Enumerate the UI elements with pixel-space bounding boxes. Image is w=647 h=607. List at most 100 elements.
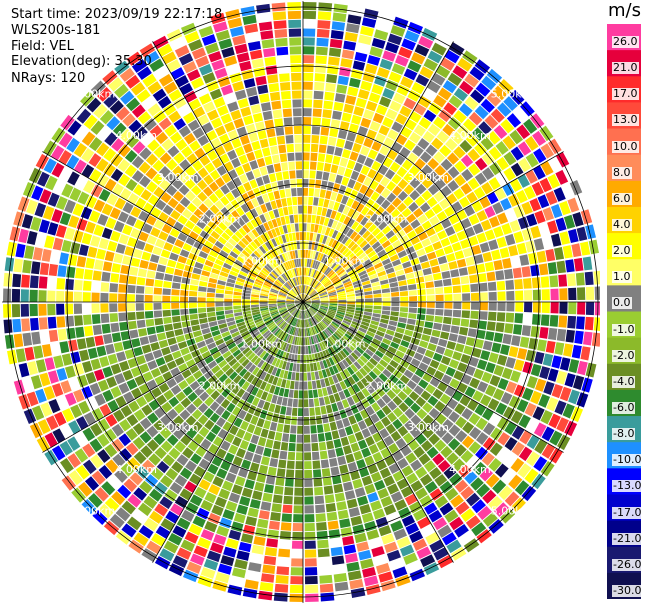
velocity-gate xyxy=(231,188,241,199)
velocity-gate xyxy=(61,475,77,491)
velocity-gate xyxy=(306,286,310,294)
velocity-gate xyxy=(391,291,400,297)
velocity-gate xyxy=(198,250,209,259)
velocity-gate xyxy=(293,505,303,514)
velocity-gate xyxy=(201,34,217,46)
velocity-gate xyxy=(372,354,382,363)
velocity-gate xyxy=(126,378,138,390)
velocity-gate xyxy=(263,447,272,457)
velocity-gate xyxy=(259,93,270,103)
velocity-gate xyxy=(286,304,295,308)
velocity-gate xyxy=(110,168,124,182)
velocity-gate xyxy=(260,291,269,295)
velocity-gate xyxy=(379,359,389,368)
velocity-gate xyxy=(182,353,193,362)
velocity-gate xyxy=(103,93,118,109)
velocity-gate xyxy=(372,289,382,295)
velocity-gate xyxy=(392,336,402,345)
velocity-gate xyxy=(446,152,460,165)
velocity-gate xyxy=(245,200,255,211)
velocity-gate xyxy=(310,294,319,299)
velocity-gate xyxy=(453,293,462,301)
velocity-gate xyxy=(225,354,235,363)
velocity-gate xyxy=(492,388,505,401)
velocity-gate xyxy=(198,63,213,76)
velocity-gate xyxy=(303,117,312,126)
velocity-gate xyxy=(239,327,248,334)
velocity-gate xyxy=(260,339,268,348)
velocity-gate xyxy=(367,492,379,503)
velocity-gate xyxy=(372,432,383,443)
velocity-gate xyxy=(345,453,355,464)
velocity-gate xyxy=(474,105,489,120)
velocity-gate xyxy=(324,349,331,358)
velocity-gate xyxy=(164,124,177,137)
velocity-gate xyxy=(471,522,487,537)
velocity-gate xyxy=(326,312,335,318)
velocity-gate xyxy=(222,350,232,359)
velocity-gate xyxy=(249,49,263,60)
velocity-gate xyxy=(304,469,313,479)
velocity-gate xyxy=(391,384,401,395)
velocity-gate xyxy=(495,402,508,416)
velocity-gate xyxy=(329,249,336,258)
velocity-gate xyxy=(289,290,297,297)
velocity-gate xyxy=(385,41,400,54)
velocity-gate xyxy=(320,320,328,328)
velocity-gate xyxy=(320,331,327,340)
velocity-gate xyxy=(415,396,427,408)
velocity-gate xyxy=(260,501,272,511)
velocity-gate xyxy=(253,346,262,354)
velocity-gate xyxy=(328,325,336,333)
velocity-gate xyxy=(309,179,315,188)
velocity-gate xyxy=(272,376,279,386)
velocity-gate xyxy=(409,132,421,144)
velocity-gate xyxy=(419,151,432,163)
velocity-gate xyxy=(321,225,327,235)
velocity-gate xyxy=(416,546,432,560)
velocity-gate xyxy=(110,386,122,399)
velocity-gate xyxy=(479,302,488,311)
velocity-gate xyxy=(469,66,485,81)
velocity-gate xyxy=(3,319,13,334)
velocity-gate xyxy=(428,102,442,115)
velocity-gate xyxy=(144,294,153,302)
velocity-gate xyxy=(371,37,386,49)
velocity-gate xyxy=(66,154,80,170)
velocity-gate xyxy=(232,247,241,256)
velocity-gate xyxy=(264,280,273,286)
velocity-gate xyxy=(239,134,250,146)
velocity-gate xyxy=(207,360,218,370)
velocity-gate xyxy=(200,365,210,375)
velocity-gate xyxy=(240,330,250,337)
velocity-gate xyxy=(310,152,318,162)
velocity-gate xyxy=(497,302,506,312)
velocity-gate xyxy=(295,345,299,354)
velocity-gate xyxy=(418,117,432,130)
velocity-gate xyxy=(305,328,309,337)
velocity-gate xyxy=(333,280,342,286)
velocity-gate xyxy=(356,458,367,470)
velocity-gate xyxy=(265,202,273,212)
velocity-gate xyxy=(67,436,81,451)
velocity-gate xyxy=(465,515,481,530)
velocity-gate xyxy=(224,290,233,295)
velocity-gate xyxy=(474,59,491,74)
velocity-gate xyxy=(262,341,270,350)
velocity-gate xyxy=(502,333,512,345)
velocity-gate xyxy=(413,352,424,362)
velocity-gate xyxy=(488,239,499,251)
velocity-gate xyxy=(511,497,526,513)
velocity-gate xyxy=(56,290,65,302)
velocity-gate xyxy=(461,373,472,385)
velocity-gate xyxy=(199,230,210,240)
velocity-gate xyxy=(258,510,270,520)
velocity-gate xyxy=(260,573,275,583)
velocity-gate xyxy=(434,400,446,412)
velocity-gate xyxy=(488,519,504,534)
velocity-gate xyxy=(381,310,391,316)
velocity-gate xyxy=(103,520,120,536)
velocity-gate xyxy=(171,245,182,255)
velocity-gate xyxy=(408,201,419,213)
velocity-gate xyxy=(311,305,319,309)
